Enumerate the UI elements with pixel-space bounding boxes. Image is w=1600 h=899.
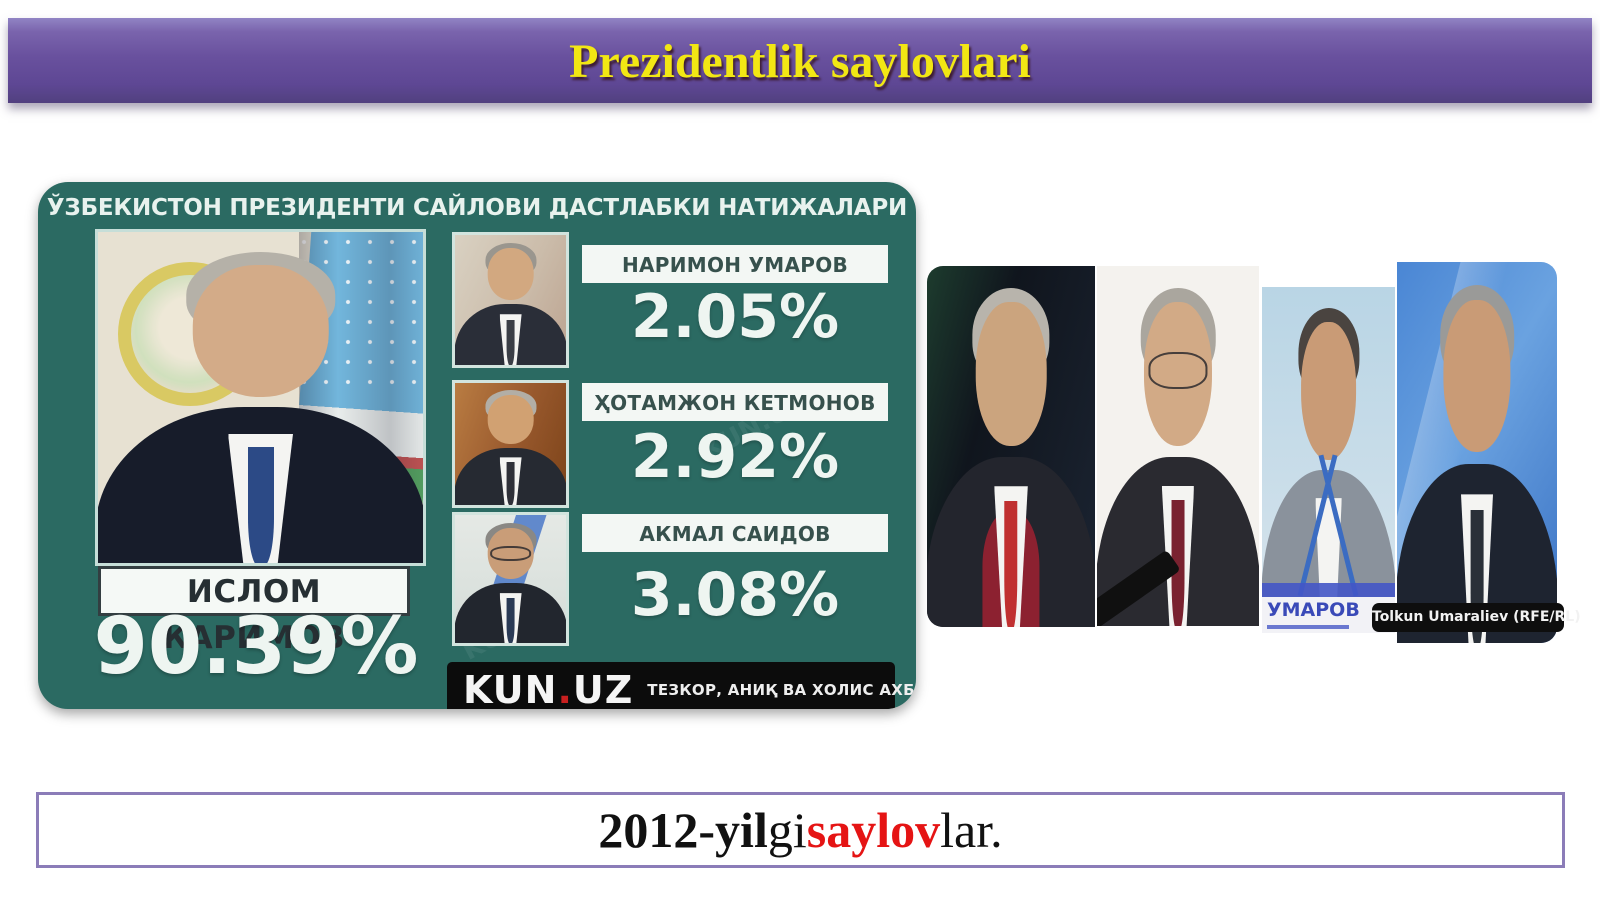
logo-dot: . bbox=[557, 668, 573, 709]
winner-name-label: ИСЛОМ КАРИМОВ bbox=[98, 566, 410, 656]
person-figure bbox=[1262, 287, 1395, 633]
tie bbox=[506, 462, 515, 505]
gallery-photo-1 bbox=[927, 266, 1095, 627]
person-figure bbox=[1097, 266, 1259, 626]
glasses bbox=[1148, 352, 1208, 389]
slide-title: Prezidentlik saylovlari bbox=[569, 35, 1031, 88]
kunuz-logo: KUN.UZ bbox=[463, 668, 633, 709]
kunuz-tagline: ТЕЗКОР, АНИҚ ВА ХОЛИС АХБОРОТ bbox=[647, 681, 916, 699]
kunuz-brand-bar: KUN.UZ ТЕЗКОР, АНИҚ ВА ХОЛИС АХБОРОТ bbox=[447, 662, 916, 709]
gallery-photo-2 bbox=[1097, 266, 1259, 626]
tie bbox=[1171, 500, 1185, 626]
lower-third-subline bbox=[1267, 625, 1350, 629]
winner-portrait-photo bbox=[95, 229, 426, 566]
candidate-name-1: НАРИМОН УМАРОВ bbox=[582, 245, 888, 283]
tie bbox=[1004, 500, 1018, 627]
person-figure bbox=[455, 515, 566, 643]
tie bbox=[247, 447, 274, 563]
footer-year: 2012-yil bbox=[598, 802, 768, 858]
candidate-percent-3: 3.08% bbox=[630, 560, 840, 630]
head bbox=[192, 265, 329, 398]
head bbox=[487, 248, 534, 300]
head bbox=[487, 395, 534, 444]
candidate-photo-1 bbox=[452, 232, 569, 368]
candidate-photo-3 bbox=[452, 512, 569, 646]
candidate-percent-1: 2.05% bbox=[630, 282, 840, 352]
head bbox=[1443, 300, 1511, 453]
slide-title-bar: Prezidentlik saylovlari bbox=[8, 18, 1592, 103]
caption-text: УМАРОВ bbox=[1267, 599, 1360, 621]
footer-text-box: 2012-yil gi saylov lar. bbox=[36, 792, 1565, 868]
person-figure bbox=[98, 232, 423, 563]
winner-percent: 90.39% bbox=[93, 602, 419, 692]
head bbox=[975, 302, 1047, 447]
infographic-title: ЎЗБЕКИСТОН ПРЕЗИДЕНТИ САЙЛОВИ ДАСТЛАБКИ … bbox=[46, 195, 908, 221]
gallery-photo-4 bbox=[1397, 262, 1557, 643]
candidate-name-3: АКМАЛ САИДОВ bbox=[582, 514, 888, 552]
tie bbox=[506, 598, 515, 643]
gallery-photo-3: УМАРОВ bbox=[1262, 287, 1395, 633]
footer-ending: lar. bbox=[940, 802, 1003, 858]
person-figure bbox=[455, 235, 566, 365]
footer-suffix: gi bbox=[767, 802, 807, 858]
footer-highlight: saylov bbox=[806, 802, 941, 858]
candidate-name-2: ҲОТАМЖОН КЕТМОНОВ bbox=[582, 383, 888, 421]
candidate-percent-2: 2.92% bbox=[630, 422, 840, 492]
person-figure bbox=[1397, 262, 1557, 643]
logo-kun: KUN bbox=[463, 668, 558, 709]
person-figure bbox=[455, 383, 566, 505]
photo-credit-caption: Tolkun Umaraliev (RFE/RL) bbox=[1372, 603, 1581, 632]
tie bbox=[506, 319, 515, 365]
candidate-photo-2 bbox=[452, 380, 569, 508]
election-results-infographic: KUN.UZ KUN.UZ KUN.UZ ЎЗБЕКИСТОН ПРЕЗИДЕН… bbox=[38, 182, 916, 709]
glasses bbox=[489, 545, 532, 562]
head bbox=[1300, 321, 1357, 460]
lower-third-blue-bar bbox=[1262, 583, 1395, 597]
logo-uz: UZ bbox=[572, 668, 634, 709]
person-figure bbox=[927, 266, 1095, 627]
